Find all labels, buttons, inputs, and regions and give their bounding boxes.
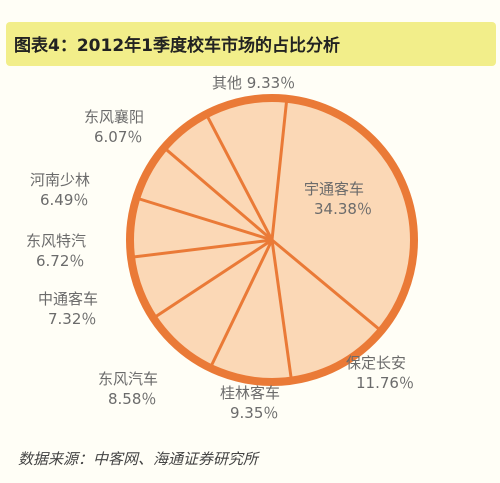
slice-1-name-label: 保定长安 <box>346 354 406 372</box>
slice-7-divider <box>162 146 274 242</box>
slice-labels: 宇通客车 34.38％ 保定长安 11.76％ 桂林客车 9.35％ 东风汽车 8.58％ 中通… <box>26 74 414 422</box>
slice-0-value-label: 34.38％ <box>314 200 372 218</box>
slice-4-divider <box>151 238 274 320</box>
slice-1-divider <box>270 238 383 333</box>
slice-0-divider <box>270 97 289 242</box>
slice-marks <box>130 98 414 382</box>
slice-2-name-label: 桂林客车 <box>220 384 280 402</box>
slice-3-divider <box>208 238 274 370</box>
slice-3-name-label: 东风汽车 <box>98 370 158 388</box>
slice-divider-lines <box>129 97 383 383</box>
chart-source: 数据来源：中客网、海通证券研究所 <box>18 450 260 468</box>
title-band <box>6 22 496 66</box>
slice-1-value-label: 11.76％ <box>356 374 414 392</box>
slice-5-divider <box>129 238 274 259</box>
slice-7-value-label: 6.07％ <box>94 128 142 146</box>
slice-7-name-label: 东风襄阳 <box>84 108 144 126</box>
slice-6-value-label: 6.49％ <box>40 191 88 209</box>
slice-5-name-label: 东风特汽 <box>26 232 86 250</box>
chart-title: 图表4：2012年1季度校车市场的占比分析 <box>14 35 340 56</box>
slice-4-name-label: 中通客车 <box>38 290 98 308</box>
slice-2-divider <box>270 238 293 383</box>
slice-5-value-label: 6.72％ <box>36 252 84 270</box>
slice-8-divider <box>204 112 274 242</box>
slice-3-value-label: 8.58％ <box>108 390 156 408</box>
slice-4-value-label: 7.32％ <box>48 310 96 328</box>
slice-2-value-label: 9.35％ <box>230 404 278 422</box>
slice-6-name-label: 河南少林 <box>30 171 90 189</box>
slice-6-divider <box>134 196 274 242</box>
slice-0-name-label: 宇通客车 <box>304 180 364 198</box>
slice-8-label: 其他 9.33％ <box>212 74 295 92</box>
